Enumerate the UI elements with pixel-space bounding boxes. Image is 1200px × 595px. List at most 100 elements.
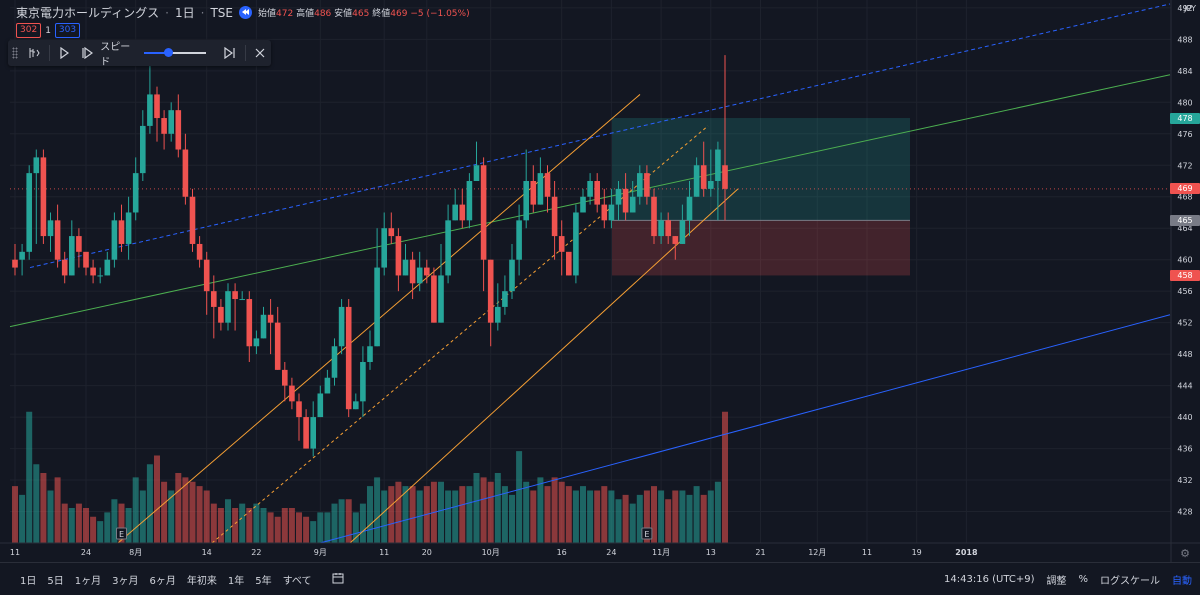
exchange-label: TSE <box>210 5 233 20</box>
earnings-marker[interactable] <box>116 527 127 540</box>
drag-handle[interactable] <box>12 47 18 59</box>
trade-quantity[interactable]: 1 <box>45 25 51 36</box>
select-bar-icon[interactable] <box>24 42 47 64</box>
step-forward-icon[interactable] <box>76 42 99 64</box>
volume-bar <box>530 490 537 543</box>
volume-bar <box>523 481 530 543</box>
candle-body <box>90 267 96 276</box>
candle-body <box>544 173 551 197</box>
range-button[interactable]: 1日 <box>20 575 37 587</box>
candle-body <box>466 181 473 221</box>
volume-bar <box>679 490 686 543</box>
range-button[interactable]: 1年 <box>227 575 245 587</box>
candle-body <box>296 401 302 418</box>
interval-label[interactable]: 1日 <box>175 6 195 20</box>
volume-bar <box>189 481 196 543</box>
volume-bar <box>83 508 89 543</box>
volume-bar <box>12 486 18 543</box>
volume-bar <box>33 464 40 543</box>
clock-time[interactable]: 14:43:16 (UTC+9) <box>944 573 1035 585</box>
replay-rewind-icon[interactable] <box>239 6 252 19</box>
volume-bar <box>19 494 26 543</box>
time-tick-label: 12月 <box>808 548 826 557</box>
volume-bar <box>239 503 246 543</box>
volume-bar <box>75 503 82 543</box>
range-button[interactable]: 3ヶ月 <box>112 575 139 587</box>
play-icon[interactable] <box>53 42 76 64</box>
adjust-toggle[interactable]: 調整 <box>1046 575 1067 587</box>
gear-icon[interactable]: ⚙ <box>1180 547 1190 560</box>
volume-bar <box>643 490 650 543</box>
price-tick-label: 440 <box>1177 413 1192 422</box>
speed-slider[interactable] <box>143 48 206 57</box>
date-range-buttons: 1日 5日 1ヶ月 3ヶ月 6ヶ月 年初来 1年 5年 すべて <box>20 572 312 587</box>
candle-body <box>331 346 338 378</box>
close-icon[interactable] <box>248 42 271 64</box>
range-button[interactable]: すべて <box>282 575 312 587</box>
range-button[interactable]: 5日 <box>47 575 64 587</box>
auto-scale-toggle[interactable]: 自動 <box>1172 575 1192 587</box>
jump-to-realtime-icon[interactable] <box>219 42 242 64</box>
candle-body <box>381 228 387 268</box>
volume-bar <box>516 451 523 543</box>
buy-price-button[interactable]: 303 <box>54 23 81 38</box>
candle-body <box>260 314 267 339</box>
candle-body <box>402 259 409 276</box>
candle-body <box>438 275 444 323</box>
volume-bar <box>274 516 281 543</box>
candle-body <box>196 243 203 260</box>
price-tick-label: 428 <box>1177 508 1192 517</box>
symbol-name[interactable]: 東京電力ホールディングス <box>16 6 160 20</box>
candle-body <box>317 393 324 418</box>
range-button[interactable]: 1ヶ月 <box>74 575 102 587</box>
volume-bar <box>253 503 260 543</box>
candle-body <box>54 220 61 260</box>
range-button[interactable]: 年初来 <box>186 575 217 587</box>
candle-body <box>629 196 636 213</box>
range-button[interactable]: 6ヶ月 <box>149 575 176 587</box>
volume-bar <box>452 490 459 543</box>
percent-toggle[interactable]: % <box>1078 573 1088 585</box>
price-tick-label: 464 <box>1177 224 1192 233</box>
candle-body <box>431 275 437 323</box>
candle-body <box>722 165 728 189</box>
candle-body <box>189 196 196 244</box>
candle-body <box>26 173 32 252</box>
volume-bar <box>111 499 118 543</box>
candle-body <box>509 259 515 292</box>
volume-bar <box>658 490 665 543</box>
volume-bar <box>161 481 168 543</box>
candle-body <box>338 306 345 347</box>
volume-bar <box>40 473 47 543</box>
time-tick-label: 19 <box>912 548 922 557</box>
volume-bar <box>296 512 302 543</box>
volume-bar <box>54 477 61 543</box>
volume-bar <box>501 486 508 543</box>
earnings-marker[interactable] <box>641 527 653 540</box>
time-tick-label: 11月 <box>652 548 670 557</box>
candle-body <box>303 417 309 449</box>
range-button[interactable]: 5年 <box>255 575 272 587</box>
sell-price-button[interactable]: 302 <box>16 23 42 38</box>
candle-body <box>587 181 593 197</box>
volume-bar <box>672 490 679 543</box>
candle-body <box>282 369 288 386</box>
candle-body <box>637 173 643 197</box>
volume-bar <box>359 503 366 543</box>
time-tick-label: 11 <box>379 548 389 557</box>
volume-bar <box>558 481 565 543</box>
volume-bar <box>281 508 288 543</box>
speed-label: スピード <box>100 42 131 68</box>
candle-body <box>310 417 316 449</box>
volume-bar <box>416 490 423 543</box>
long-position-profit-zone <box>612 118 910 221</box>
log-scale-toggle[interactable]: ログスケール <box>1100 575 1160 587</box>
time-tick-label: 20 <box>422 548 432 557</box>
volume-bar <box>714 481 721 543</box>
calendar-goto-icon[interactable] <box>332 572 344 587</box>
currency-label[interactable]: JPY <box>1184 4 1196 13</box>
volume-bar <box>651 486 657 543</box>
candle-body <box>239 299 245 301</box>
volume-bar <box>139 490 146 543</box>
